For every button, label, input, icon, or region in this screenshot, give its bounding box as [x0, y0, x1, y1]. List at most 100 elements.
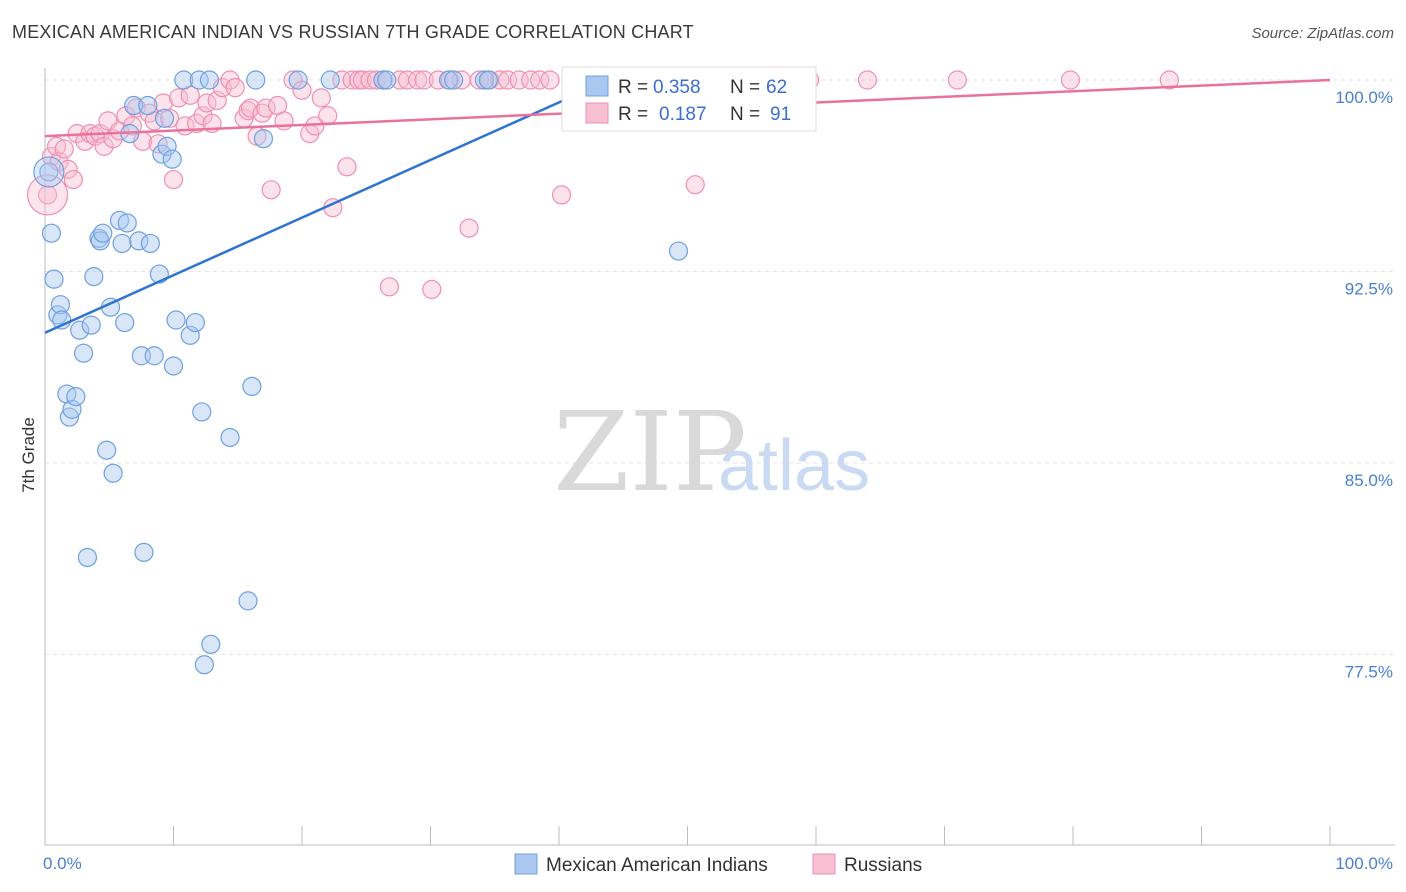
point-mexican-american-indians — [157, 136, 177, 156]
point-mexican-american-indians — [81, 315, 101, 335]
point-mexican-american-indians — [129, 231, 149, 251]
point-mexican-american-indians — [166, 310, 186, 330]
point-russians — [252, 103, 272, 123]
point-mexican-american-indians — [154, 108, 175, 128]
point-russians — [261, 180, 281, 200]
point-russians — [352, 70, 372, 90]
point-mexican-american-indians — [144, 346, 164, 366]
point-mexican-american-indians — [117, 213, 137, 233]
point-mexican-american-indians — [134, 542, 154, 562]
point-russians — [459, 218, 479, 238]
point-mexican-american-indians — [668, 241, 689, 261]
point-russians — [509, 70, 529, 90]
point-russians — [122, 116, 142, 136]
chart-title: MEXICAN AMERICAN INDIAN VS RUSSIAN 7TH G… — [12, 22, 694, 42]
series-legend-label-pink: Russians — [844, 855, 922, 876]
point-russians — [530, 70, 550, 90]
point-mexican-american-indians — [163, 356, 184, 376]
legend-n-label-blue: N = — [730, 77, 760, 98]
point-russians — [947, 70, 967, 90]
legend-n-value-pink: 91 — [770, 104, 791, 125]
watermark-atlas: atlas — [718, 426, 870, 506]
point-russians — [169, 88, 189, 108]
point-russians — [397, 70, 417, 90]
point-russians — [337, 157, 357, 177]
point-mexican-american-indians — [77, 547, 98, 568]
legend-r-label-pink: R = — [618, 104, 648, 125]
point-russians — [292, 80, 312, 100]
x-tick-label-min: 0.0% — [43, 854, 82, 873]
point-mexican-american-indians — [180, 325, 200, 345]
point-mexican-american-indians — [59, 407, 80, 427]
legend-n-label-pink: N = — [730, 104, 760, 125]
point-russians — [428, 70, 448, 90]
point-mexican-american-indians — [50, 295, 71, 315]
point-russians — [311, 88, 331, 108]
point-mexican-american-indians — [62, 399, 82, 419]
legend-swatch-pink — [585, 102, 609, 124]
point-mexican-american-indians — [288, 70, 308, 90]
axes — [44, 68, 1395, 846]
point-mexican-american-indians — [73, 343, 94, 363]
point-russians — [1060, 70, 1081, 90]
point-russians — [498, 70, 518, 90]
legend-n-value-blue: 62 — [766, 77, 787, 98]
point-russians — [116, 106, 136, 126]
point-mexican-american-indians — [320, 70, 340, 90]
point-russians — [857, 70, 878, 90]
series-legend-swatch-pink — [812, 853, 836, 875]
y-tick-labels: 77.5% 85.0% 92.5% 100.0% — [1335, 88, 1393, 682]
point-russians-large — [26, 174, 69, 216]
y-tick-label: 100.0% — [1335, 88, 1393, 107]
point-mexican-american-indians — [70, 320, 90, 340]
point-mexican-american-indians — [109, 210, 130, 231]
point-russians — [422, 279, 442, 299]
point-mexican-american-indians — [162, 149, 182, 169]
mexican-american-indians-points — [33, 70, 689, 675]
y-axis-label: 7th Grade — [19, 417, 38, 493]
point-russians — [366, 70, 387, 90]
point-russians — [540, 70, 560, 90]
point-russians — [37, 185, 58, 205]
point-russians — [1159, 70, 1179, 90]
point-mexican-american-indians — [438, 70, 459, 90]
point-mexican-american-indians — [39, 162, 59, 182]
point-mexican-american-indians — [124, 95, 144, 116]
point-mexican-american-indians — [103, 463, 123, 483]
point-russians — [256, 98, 276, 118]
point-russians — [332, 70, 352, 90]
point-mexican-american-indians — [41, 223, 62, 243]
point-russians — [46, 136, 67, 156]
point-russians — [379, 277, 399, 297]
legend-swatch-blue — [585, 75, 609, 97]
point-russians — [207, 90, 227, 111]
point-mexican-american-indians — [478, 70, 498, 90]
point-russians — [318, 106, 338, 126]
point-mexican-american-indians — [44, 269, 64, 289]
point-mexican-american-indians — [84, 267, 104, 287]
y-tick-label: 85.0% — [1345, 471, 1393, 490]
point-mexican-american-indians — [199, 70, 220, 90]
point-mexican-american-indians — [192, 402, 212, 422]
point-mexican-american-indians — [201, 634, 221, 654]
correlation-legend: R = 0.358 N = 62 R = 0.187 N = 91 — [561, 66, 817, 132]
point-mexican-american-indians — [220, 427, 240, 448]
series-legend-label-blue: Mexican American Indians — [546, 855, 768, 876]
x-tick-label-max: 100.0% — [1335, 854, 1393, 873]
point-mexican-american-indians — [112, 233, 132, 254]
point-russians — [163, 169, 184, 190]
point-mexican-american-indians — [93, 223, 113, 243]
point-mexican-american-indians — [238, 591, 258, 611]
point-mexican-american-indians — [253, 129, 274, 149]
point-mexican-american-indians — [185, 312, 205, 333]
point-mexican-american-indians — [174, 70, 194, 90]
point-russians — [408, 70, 428, 90]
point-russians — [490, 70, 510, 90]
point-mexican-american-indians — [90, 231, 110, 251]
series-legend-swatch-blue — [514, 853, 538, 875]
legend-r-label-blue: R = — [618, 77, 648, 98]
point-mexican-american-indians — [377, 70, 397, 90]
point-russians — [187, 113, 207, 134]
x-tick-labels: 0.0% 100.0% — [43, 854, 1393, 873]
point-mexican-american-indians — [138, 95, 158, 116]
